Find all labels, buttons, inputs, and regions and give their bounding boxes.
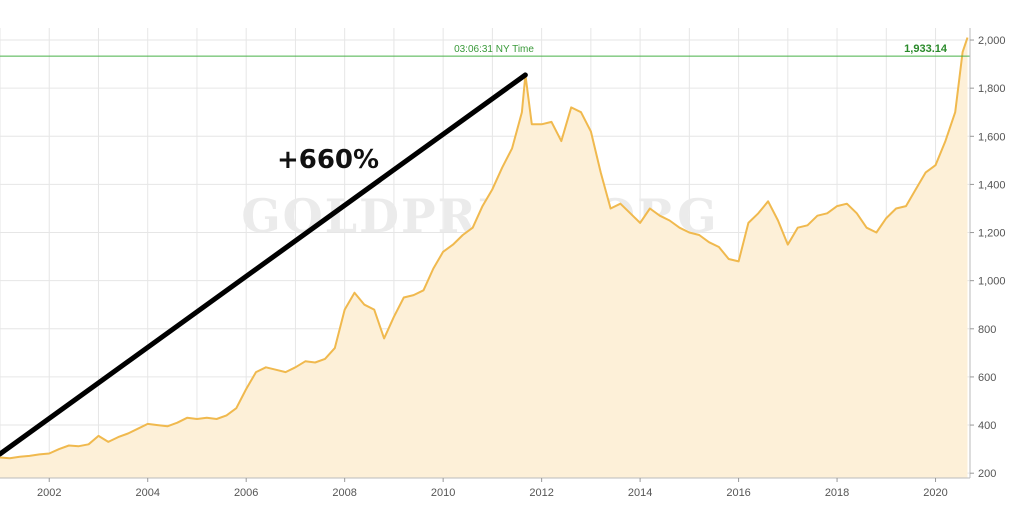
x-tick-label: 2018 — [825, 487, 849, 499]
y-tick-label: 600 — [978, 372, 996, 384]
price-line — [0, 37, 969, 460]
y-tick-label: 800 — [978, 324, 996, 336]
y-tick-label: 1,200 — [978, 228, 1006, 240]
y-tick-label: 1,600 — [978, 131, 1006, 143]
x-tick-label: 2014 — [628, 487, 652, 499]
y-tick-label: 1,400 — [978, 179, 1006, 191]
y-tick-label: 1,000 — [978, 276, 1006, 288]
growth-annotation: +660% — [277, 145, 379, 175]
x-tick-label: 2012 — [529, 487, 553, 499]
y-tick-label: 200 — [978, 468, 996, 480]
y-axis-ticks: 200 400 600 800 1,000 1,200 1,400 1,600 1,800 2,0… — [970, 35, 1006, 480]
current-price-value: 1,933.14 — [904, 43, 948, 55]
x-tick-label: 2002 — [37, 487, 61, 499]
x-tick-label: 2016 — [726, 487, 750, 499]
y-tick-label: 1,800 — [978, 83, 1006, 95]
price-area-fill — [0, 37, 968, 478]
x-axis-ticks: 2002 2004 2006 2008 2010 2012 2014 2016 2018 2020 — [37, 478, 948, 499]
y-tick-label: 2,000 — [978, 35, 1006, 47]
growth-trend-line — [0, 72, 528, 457]
x-tick-label: 2008 — [332, 487, 356, 499]
x-tick-label: 2020 — [923, 487, 947, 499]
x-tick-label: 2006 — [234, 487, 258, 499]
x-tick-label: 2004 — [135, 487, 159, 499]
y-tick-label: 400 — [978, 420, 996, 432]
current-time-label: 03:06:31 NY Time — [454, 44, 534, 55]
x-tick-label: 2010 — [431, 487, 455, 499]
